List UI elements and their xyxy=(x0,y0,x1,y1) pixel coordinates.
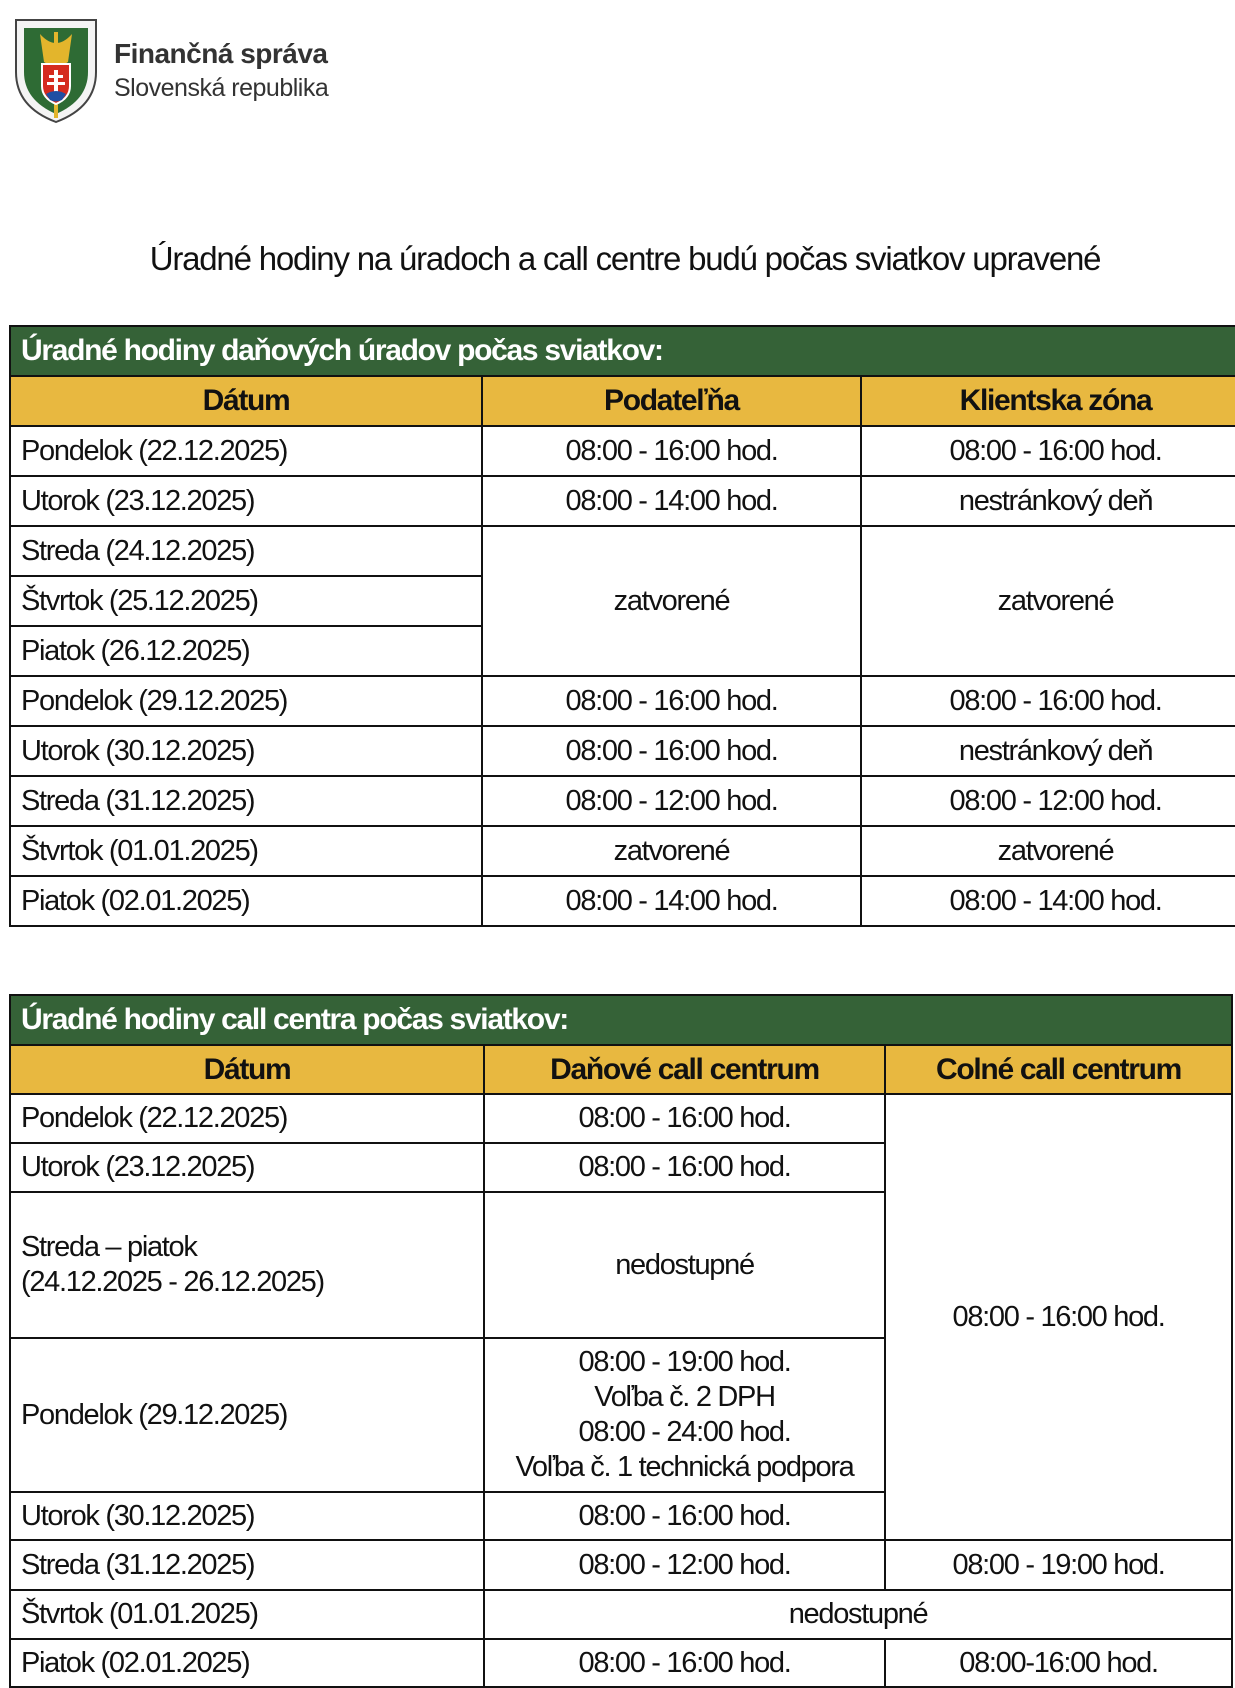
tax-office-hours-table: Úradné hodiny daňových úradov počas svia… xyxy=(8,325,1235,927)
hours-cell: 08:00 - 19:00 hod. Voľba č. 2 DPH 08:00 - … xyxy=(483,1337,886,1493)
hours-cell: nedostupné xyxy=(483,1191,886,1339)
brand-subtitle: Slovenská republika xyxy=(114,74,329,102)
table-row: Štvrtok (01.01.2025) nedostupné xyxy=(9,1589,1234,1640)
hours-cell: 08:00 - 16:00 hod. xyxy=(483,1638,886,1688)
date-cell: Piatok (02.01.2025) xyxy=(9,1638,485,1688)
date-cell: Utorok (23.12.2025) xyxy=(9,1142,485,1193)
hours-cell: 08:00 - 16:00 hod. xyxy=(483,1142,886,1193)
table-caption: Úradné hodiny daňových úradov počas svia… xyxy=(8,325,1235,377)
page-title: Úradné hodiny na úradoch a call centre b… xyxy=(149,240,1102,277)
date-cell: Streda (31.12.2025) xyxy=(9,1539,485,1591)
hours-line: 08:00 - 19:00 hod. xyxy=(578,1346,791,1379)
table-row: Streda (24.12.2025) zatvorené zatvorené xyxy=(9,525,1235,677)
date-cell: Streda – piatok (24.12.2025 - 26.12.2025) xyxy=(9,1191,485,1339)
hours-cell: nestránkový deň xyxy=(859,725,1235,777)
date-cell: Štvrtok (01.01.2025) xyxy=(9,1589,485,1640)
hours-cell: 08:00 - 14:00 hod. xyxy=(481,475,862,527)
date-line: Streda – piatok xyxy=(21,1231,198,1264)
table-row: Štvrtok (25.12.2025) xyxy=(9,575,1235,627)
date-cell: Utorok (23.12.2025) xyxy=(9,475,483,527)
date-cell: Utorok (30.12.2025) xyxy=(9,725,483,777)
hours-cell: 08:00 - 14:00 hod. xyxy=(859,875,1235,927)
column-header-klientska-zona: Klientska zóna xyxy=(859,375,1235,427)
table-row: Utorok (23.12.2025) 08:00 - 14:00 hod. nes… xyxy=(9,475,1235,527)
hours-cell: nedostupné xyxy=(482,1589,1234,1640)
table-row: Utorok (30.12.2025) 08:00 - 16:00 hod. nes… xyxy=(9,725,1235,777)
table-row: Pondelok (29.12.2025) 08:00 - 19:00 hod. V… xyxy=(9,1337,1232,1493)
date-line: (24.12.2025 - 26.12.2025) xyxy=(21,1266,325,1298)
column-header-danove-call-centrum: Daňové call centrum xyxy=(483,1044,886,1095)
hours-cell: 08:00 - 12:00 hod. xyxy=(859,775,1235,827)
table-row: Utorok (30.12.2025) 08:00 - 16:00 hod. xyxy=(9,1491,1232,1541)
table-row: Streda (31.12.2025) 08:00 - 12:00 hod. 08:… xyxy=(9,1539,1234,1591)
table-caption: Úradné hodiny call centra počas sviatkov… xyxy=(8,994,1234,1046)
hours-cell: 08:00 - 16:00 hod. xyxy=(481,425,862,477)
hours-line: Voľba č. 1 technická podpora xyxy=(515,1450,854,1483)
hours-cell: 08:00 - 16:00 hod. xyxy=(883,1093,1234,1541)
hours-cell: 08:00 - 16:00 hod. xyxy=(483,1093,886,1144)
table-row: Utorok (23.12.2025) 08:00 - 16:00 hod. xyxy=(9,1142,1232,1193)
date-cell: Utorok (30.12.2025) xyxy=(9,1491,485,1541)
financna-sprava-logo xyxy=(15,19,97,124)
date-cell: Pondelok (29.12.2025) xyxy=(9,1337,485,1493)
date-cell: Streda (31.12.2025) xyxy=(9,775,483,827)
column-header-colne-call-centrum: Colné call centrum xyxy=(883,1044,1234,1095)
date-cell: Štvrtok (25.12.2025) xyxy=(9,575,483,627)
date-cell: Piatok (26.12.2025) xyxy=(9,625,483,677)
hours-cell: zatvorené xyxy=(859,825,1235,877)
hours-cell: zatvorené xyxy=(481,825,862,877)
hours-cell: zatvorené xyxy=(859,525,1235,677)
table-row: Piatok (26.12.2025) xyxy=(9,625,1235,677)
date-cell: Pondelok (29.12.2025) xyxy=(9,675,483,727)
table-row: Pondelok (22.12.2025) 08:00 - 16:00 hod. 0… xyxy=(9,1093,1234,1541)
table-row: Štvrtok (01.01.2025) zatvorené zatvorené xyxy=(9,825,1235,877)
date-cell: Štvrtok (01.01.2025) xyxy=(9,825,483,877)
date-cell: Piatok (02.01.2025) xyxy=(9,875,483,927)
hours-line: 08:00 - 24:00 hod. xyxy=(578,1416,791,1448)
hours-cell: 08:00-16:00 hod. xyxy=(883,1638,1234,1688)
hours-cell: 08:00 - 16:00 hod. xyxy=(481,675,862,727)
table-row: Streda – piatok (24.12.2025 - 26.12.2025)… xyxy=(9,1191,1232,1339)
date-cell: Pondelok (22.12.2025) xyxy=(9,1093,485,1144)
table-row: Piatok (02.01.2025) 08:00 - 16:00 hod. 08:… xyxy=(9,1638,1234,1688)
table-row: Pondelok (22.12.2025) 08:00 - 16:00 hod. 0… xyxy=(9,425,1235,477)
column-header-date: Dátum xyxy=(9,1044,485,1095)
table-row: Streda (31.12.2025) 08:00 - 12:00 hod. 08:… xyxy=(9,775,1235,827)
hours-cell: 08:00 - 12:00 hod. xyxy=(481,775,862,827)
hours-line: Voľba č. 2 DPH xyxy=(594,1381,776,1414)
hours-cell: 08:00 - 12:00 hod. xyxy=(483,1539,886,1591)
hours-cell: 08:00 - 14:00 hod. xyxy=(481,875,862,927)
hours-cell: nestránkový deň xyxy=(859,475,1235,527)
hours-cell: 08:00 - 19:00 hod. xyxy=(883,1539,1234,1591)
hours-cell: 08:00 - 16:00 hod. xyxy=(859,425,1235,477)
hours-cell: 08:00 - 16:00 hod. xyxy=(859,675,1235,727)
hours-cell: 08:00 - 16:00 hod. xyxy=(483,1491,886,1541)
column-header-podatelna: Podateľňa xyxy=(481,375,862,427)
brand-name: Finančná správa xyxy=(114,38,328,69)
call-center-hours-table: Úradné hodiny call centra počas sviatkov… xyxy=(8,994,1234,1688)
hours-cell: zatvorené xyxy=(481,525,862,677)
table-row: Pondelok (29.12.2025) 08:00 - 16:00 hod. 0… xyxy=(9,675,1235,727)
date-cell: Streda (24.12.2025) xyxy=(9,525,483,577)
date-cell: Pondelok (22.12.2025) xyxy=(9,425,483,477)
table-row: Piatok (02.01.2025) 08:00 - 14:00 hod. 08:… xyxy=(9,875,1235,927)
hours-cell: 08:00 - 16:00 hod. xyxy=(481,725,862,777)
column-header-date: Dátum xyxy=(9,375,483,427)
